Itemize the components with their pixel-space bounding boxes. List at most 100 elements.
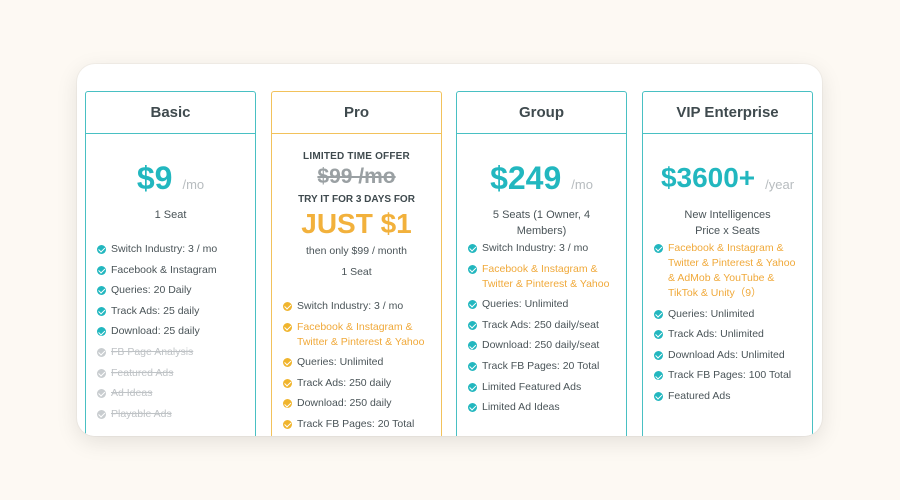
check-circle-icon — [283, 399, 292, 409]
feature-text: Track Ads: 250 daily/seat — [482, 318, 599, 331]
feature-text: Switch Industry: 3 / mo — [111, 243, 218, 255]
feature-text: Featured Ads — [668, 389, 731, 402]
feature-text: Facebook & Instagram — [111, 263, 217, 276]
check-circle-icon — [283, 358, 292, 368]
offer-title: LIMITED TIME OFFER — [303, 151, 410, 162]
pro-offer: LIMITED TIME OFFER $99 /mo TRY IT FOR 3 … — [272, 151, 441, 278]
feature-text: Download: 250 daily/seat — [482, 339, 600, 352]
check-circle-icon — [468, 244, 477, 253]
plan-seats: 5 Seats (1 Owner, 4 Members) — [492, 209, 591, 237]
old-price: $99 /mo — [317, 165, 396, 188]
plan-name: VIP Enterprise — [643, 92, 812, 134]
check-circle-icon — [654, 391, 663, 401]
plan-card-group: Group $249 /mo 5 Seats (1 Owner, 4 Membe… — [456, 91, 627, 436]
check-circle-icon — [654, 371, 663, 381]
check-circle-icon — [468, 382, 477, 392]
check-circle-icon — [468, 320, 477, 330]
feature-text: Track Ads: 25 daily — [111, 304, 200, 317]
feature-text: Playable Ads — [111, 407, 172, 420]
feature-text: Download: 25 daily — [111, 325, 200, 338]
feature-item: Facebook & Instagram — [97, 263, 245, 278]
feature-item: Track FB Pages: 100 Total — [654, 368, 802, 383]
check-circle-icon — [97, 286, 106, 296]
feature-text: Track FB Pages: 100 Total — [668, 369, 792, 382]
feature-text: Download Ads: Unlimited — [668, 348, 785, 361]
feature-text: Limited Featured Ads — [482, 380, 582, 393]
check-circle-icon — [97, 389, 106, 399]
check-circle-icon — [468, 403, 477, 413]
check-circle-icon — [654, 330, 663, 340]
feature-item: Download: 250 daily/seat — [468, 338, 616, 353]
check-circle-icon — [468, 300, 477, 310]
feature-item: Track Ads: Unlimited — [654, 327, 802, 342]
feature-item: Track FB Pages: 20 Total — [468, 359, 616, 374]
feature-list: Switch Industry: 3 / mo Facebook & Instag… — [86, 242, 255, 422]
feature-item: Track Ads: 250 daily — [283, 376, 431, 391]
feature-text: FB Page Analysis — [111, 345, 194, 358]
plan-card-pro: Pro LIMITED TIME OFFER $99 /mo TRY IT FO… — [271, 91, 442, 436]
price-row: $9 /mo — [86, 158, 255, 194]
feature-item: Facebook & Instagram & Twitter & Pintere… — [654, 241, 802, 301]
feature-text: Queries: Unlimited — [297, 356, 384, 369]
feature-text: Track FB Pages: 20 Total — [297, 417, 415, 430]
feature-text: Ad Ideas — [111, 387, 153, 400]
feature-item: Facebook & Instagram & Twitter & Pintere… — [468, 262, 616, 292]
plan-name: Pro — [272, 92, 441, 134]
feature-item: Switch Industry: 3 / mo — [468, 241, 616, 256]
promo-price: JUST $1 — [301, 208, 412, 239]
feature-list: Switch Industry: 3 / mo Facebook & Instag… — [457, 241, 626, 415]
check-circle-icon — [97, 347, 106, 357]
feature-item: Switch Industry: 3 / mo — [283, 299, 431, 314]
check-circle-icon — [97, 245, 106, 254]
feature-item: Limited Ad Ideas — [468, 400, 616, 415]
feature-item: Ad Ideas — [97, 386, 245, 401]
check-circle-icon — [97, 368, 106, 378]
check-circle-icon — [654, 309, 663, 319]
plan-name: Basic — [86, 92, 255, 134]
feature-item: Queries: 20 Daily — [97, 283, 245, 298]
plan-seats: 1 Seat — [154, 209, 187, 221]
feature-text: Facebook & Instagram & Twitter & Pintere… — [668, 242, 796, 299]
check-circle-icon — [468, 264, 477, 274]
plan-seats-line2: Price x Seats — [695, 225, 760, 237]
feature-item: Featured Ads — [97, 366, 245, 381]
price-row: $249 /mo — [457, 158, 626, 194]
plan-price: $9 — [136, 160, 173, 196]
feature-item: Playable Ads — [97, 407, 245, 422]
plan-period: /mo — [182, 177, 205, 192]
feature-text: Queries: Unlimited — [482, 298, 569, 311]
feature-text: Track FB Pages: 20 Total — [482, 359, 600, 372]
feature-item: Queries: Unlimited — [283, 355, 431, 370]
feature-item: Download: 250 daily — [283, 396, 431, 411]
feature-text: Facebook & Instagram & Twitter & Pintere… — [297, 320, 425, 348]
feature-item: Queries: Unlimited — [654, 307, 802, 322]
check-circle-icon — [283, 302, 292, 311]
feature-text: Queries: 20 Daily — [111, 284, 192, 297]
price-row: $3600+ /year — [643, 158, 812, 194]
feature-item: Featured Ads — [654, 389, 802, 404]
feature-text: Switch Industry: 3 / mo — [297, 300, 404, 312]
check-circle-icon — [97, 409, 106, 419]
feature-text: Queries: Unlimited — [668, 307, 755, 320]
feature-item: FB Page Analysis — [97, 345, 245, 360]
feature-item: Download Ads: Unlimited — [654, 348, 802, 363]
trial-text: TRY IT FOR 3 DAYS FOR — [298, 194, 415, 205]
plan-period: /year — [765, 177, 795, 192]
pricing-panel: Basic $9 /mo 1 Seat Switch Industry: 3 /… — [77, 64, 822, 436]
feature-item: Limited Featured Ads — [468, 380, 616, 395]
check-circle-icon — [654, 350, 663, 360]
feature-item: Switch Industry: 3 / mo — [97, 242, 245, 257]
plan-price: $249 — [490, 160, 562, 196]
plan-seats-line1: New Intelligences — [684, 209, 771, 221]
plan-price: $3600+ — [660, 162, 756, 193]
feature-text: Switch Industry: 3 / mo — [482, 242, 589, 254]
check-circle-icon — [97, 306, 106, 316]
feature-text: Featured Ads — [111, 366, 174, 379]
feature-item: Queries: Unlimited — [468, 297, 616, 312]
feature-text: Track Ads: 250 daily — [297, 376, 392, 389]
plan-card-basic: Basic $9 /mo 1 Seat Switch Industry: 3 /… — [85, 91, 256, 436]
feature-item: Track FB Pages: 20 Total — [283, 417, 431, 432]
check-circle-icon — [283, 322, 292, 332]
check-circle-icon — [97, 327, 106, 337]
plan-period: /mo — [571, 177, 593, 192]
